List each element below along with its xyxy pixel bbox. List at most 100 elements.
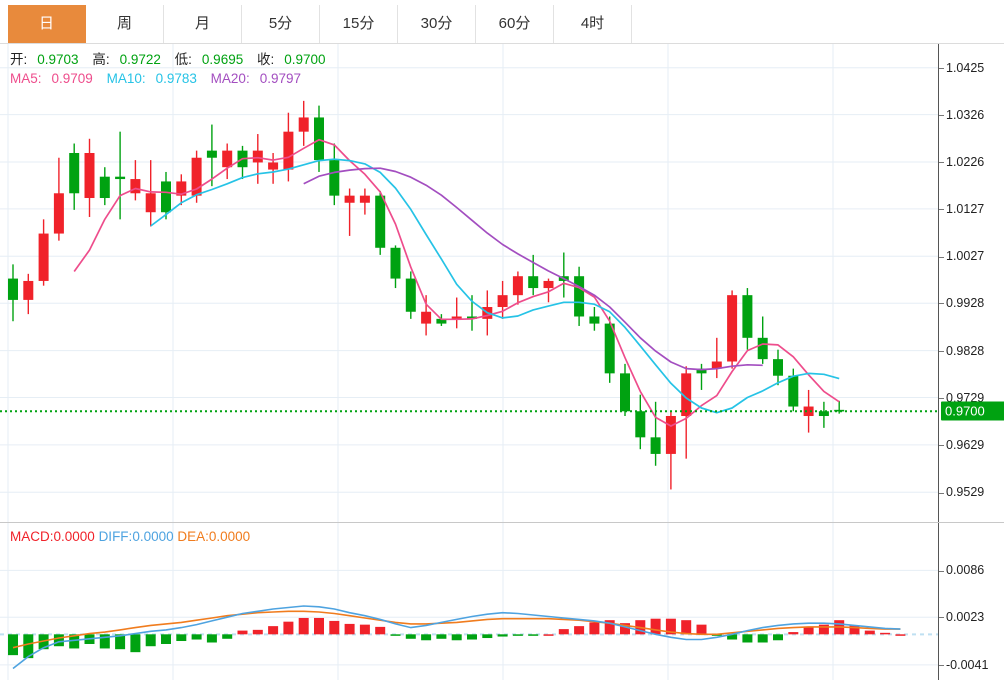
ma5-label: MA5: <box>10 71 42 86</box>
candle-body <box>757 337 768 360</box>
candle-body <box>788 375 799 407</box>
macd-value: 0.0000 <box>53 529 95 544</box>
macd-bar <box>161 634 171 644</box>
macd-bar <box>268 626 279 635</box>
candle-body <box>283 131 294 170</box>
ohlc-row: 开: 0.9703 高: 0.9722 低: 0.9695 收: 0.9700 <box>10 50 336 69</box>
macd-panel: MACD:0.0000 DIFF:0.0000 DEA:0.0000 0.008… <box>0 522 1004 680</box>
candle-body <box>344 195 355 203</box>
candle-body <box>436 318 447 324</box>
ma5-value: 0.9709 <box>51 71 93 86</box>
diff-line <box>12 605 901 670</box>
candle-body <box>191 157 202 196</box>
macd-bar <box>467 634 477 640</box>
macd-bar <box>650 618 661 635</box>
period-tab-2[interactable]: 月 <box>164 5 242 43</box>
candle-body <box>421 311 432 324</box>
candle-body <box>375 195 386 248</box>
macd-svg <box>0 523 938 680</box>
macd-bar <box>23 634 34 659</box>
candle-body <box>298 117 309 132</box>
ma20-line <box>303 167 763 371</box>
period-tab-6[interactable]: 60分 <box>476 5 554 43</box>
candle-body <box>329 160 340 196</box>
macd-plot-area[interactable] <box>0 523 938 680</box>
dea-line <box>12 610 901 649</box>
candle-body <box>574 276 585 317</box>
macd-bar <box>849 625 860 635</box>
macd-bar <box>237 630 248 635</box>
period-tab-1[interactable]: 周 <box>86 5 164 43</box>
period-tab-5[interactable]: 30分 <box>398 5 476 43</box>
candle-body <box>38 233 49 281</box>
macd-bar <box>727 634 738 640</box>
candle-body <box>206 150 217 158</box>
macd-bar <box>115 634 126 650</box>
macd-bar <box>880 632 891 635</box>
macd-bar <box>604 620 615 635</box>
price-tick-5: 0.9928 <box>939 296 984 310</box>
macd-bar <box>390 634 401 636</box>
macd-bar <box>176 634 187 642</box>
price-tick-2: 1.0226 <box>939 155 984 169</box>
macd-bar <box>359 624 370 635</box>
candle-body <box>528 276 539 289</box>
macd-bar <box>757 634 768 643</box>
macd-bar <box>69 634 80 649</box>
macd-bar <box>252 629 263 635</box>
current-price-tag: 0.9700 <box>941 401 1004 421</box>
macd-bar <box>298 617 309 635</box>
period-tab-7[interactable]: 4时 <box>554 5 632 43</box>
candle-body <box>115 176 126 180</box>
candle-body <box>8 278 18 300</box>
macd-bar <box>8 634 18 656</box>
low-value: 0.9695 <box>201 52 244 67</box>
ma10-value: 0.9783 <box>155 71 197 86</box>
candle-body <box>497 295 508 308</box>
price-panel: 开: 0.9703 高: 0.9722 低: 0.9695 收: 0.9700 MA5:… <box>0 44 1004 522</box>
macd-bar <box>482 634 493 639</box>
candle-body <box>727 295 738 362</box>
period-tab-3[interactable]: 5分 <box>242 5 320 43</box>
candle-body <box>145 193 156 213</box>
candle-body <box>803 406 814 417</box>
candle-body <box>650 437 661 454</box>
macd-bar <box>818 624 829 635</box>
candle-body <box>635 411 646 438</box>
candlestick-svg <box>0 44 938 522</box>
macd-bar <box>130 634 141 653</box>
price-tick-9: 0.9529 <box>939 485 984 499</box>
candle-body <box>620 373 630 412</box>
dea-label: DEA: <box>177 529 209 544</box>
open-value: 0.9703 <box>37 52 79 67</box>
macd-bar <box>314 617 324 635</box>
close-value: 0.9700 <box>284 52 326 67</box>
candle-body <box>359 195 370 203</box>
dea-value: 0.0000 <box>208 529 251 544</box>
candle-body <box>23 280 34 300</box>
candle-body <box>665 416 676 454</box>
candle-body <box>467 316 477 319</box>
diff-value: 0.0000 <box>132 529 174 544</box>
candle-body <box>604 323 615 374</box>
macd-bar <box>773 634 783 641</box>
macd-bar <box>191 634 202 640</box>
macd-bar <box>589 622 600 635</box>
macd-bar <box>803 626 814 635</box>
price-axis: 1.0425 1.0326 1.0226 1.0127 1.0027 0.9928 0.98… <box>938 44 1004 522</box>
macd-bar <box>574 626 585 635</box>
candle-body <box>405 278 416 312</box>
ma20-value: 0.9797 <box>259 71 301 86</box>
macd-tick-1: 0.0023 <box>939 610 984 624</box>
ma-row: MA5: 0.9709 MA10: 0.9783 MA20: 0.9797 <box>10 69 336 88</box>
ma5-line <box>73 138 840 427</box>
candle-body <box>711 361 722 369</box>
price-tick-6: 0.9828 <box>939 344 984 358</box>
macd-bar <box>421 634 432 641</box>
close-label: 收: <box>256 52 275 67</box>
period-tab-4[interactable]: 15分 <box>320 5 398 43</box>
price-plot-area[interactable] <box>0 44 938 522</box>
macd-bar <box>53 634 64 647</box>
period-tab-0[interactable]: 日 <box>8 5 86 43</box>
